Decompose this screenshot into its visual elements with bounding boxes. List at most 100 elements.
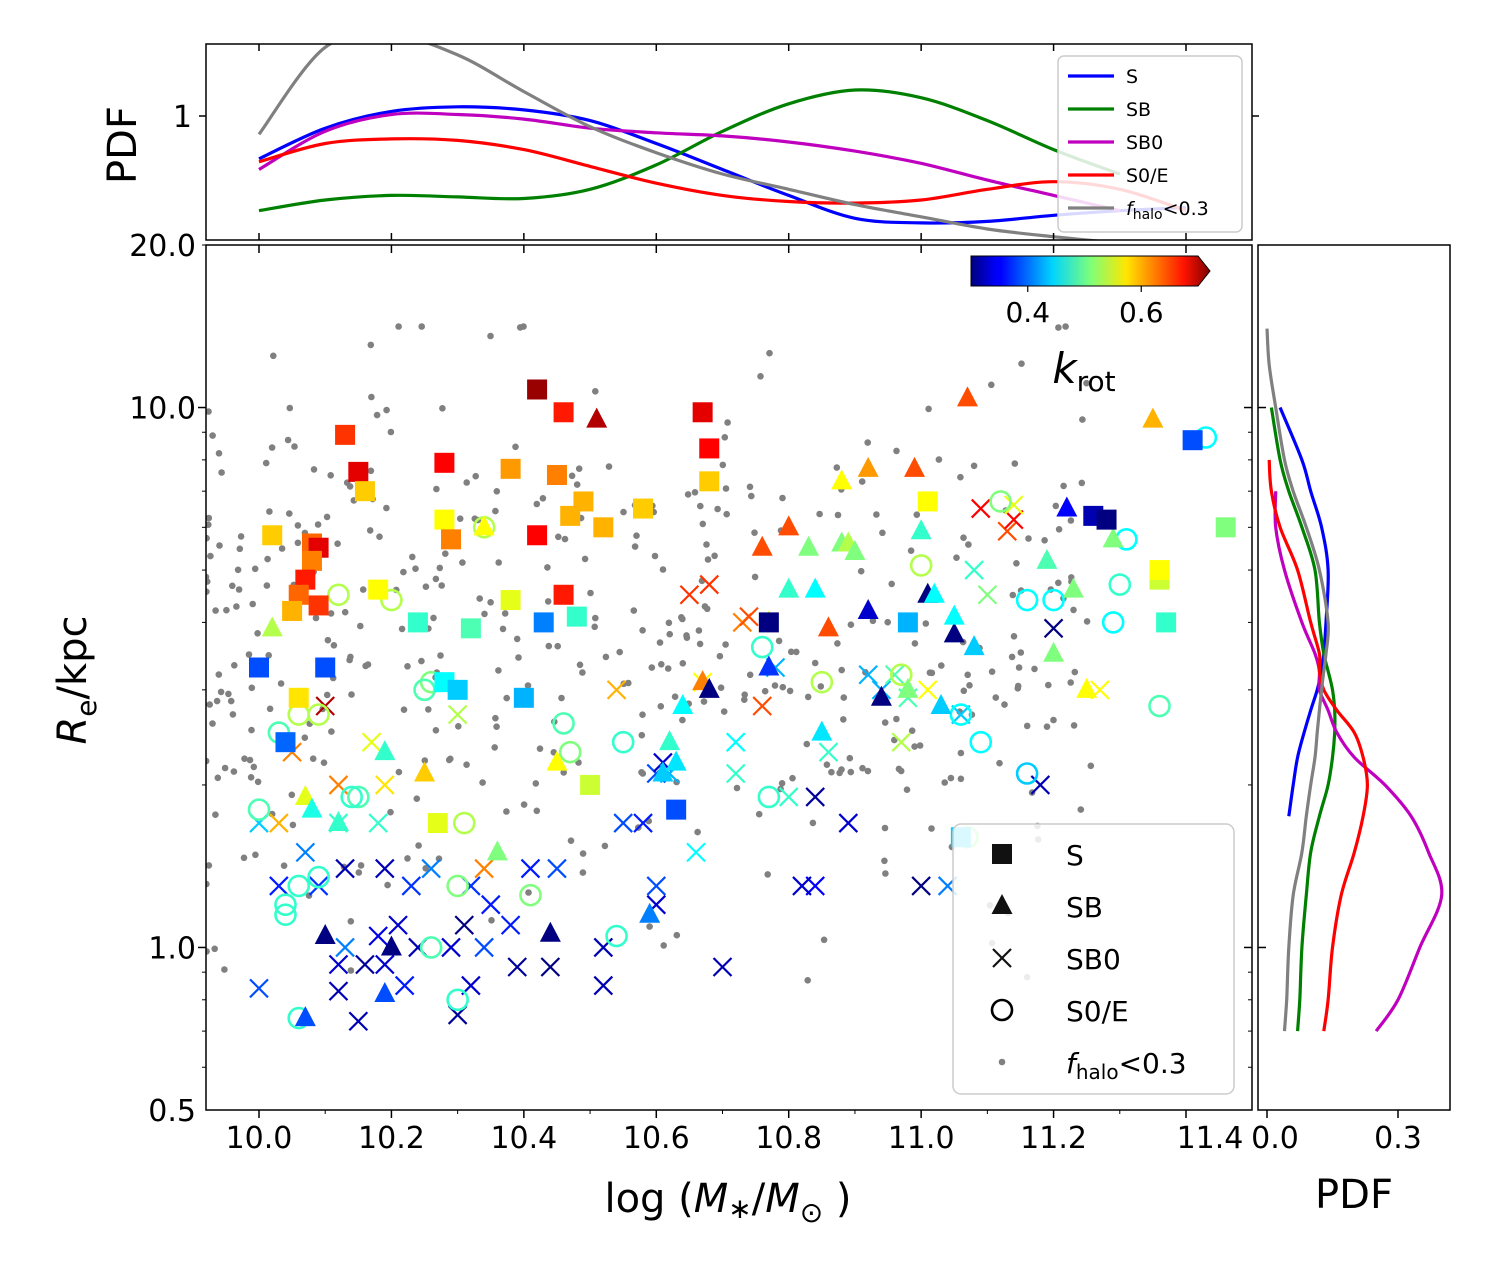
point-triangle — [1142, 407, 1164, 428]
fhalo-dot — [746, 483, 754, 491]
fhalo-dot — [716, 652, 724, 660]
point-square — [513, 687, 534, 708]
point-x-stroke-b — [613, 813, 633, 833]
fhalo-dot — [882, 870, 889, 877]
point-x-stroke-b — [375, 954, 395, 975]
fhalo-dot — [840, 694, 848, 701]
fhalo-dot — [1009, 591, 1017, 599]
point-circle — [340, 785, 364, 809]
fhalo-dot — [234, 566, 242, 574]
point-x — [474, 937, 494, 958]
point-x-stroke-b — [633, 813, 653, 833]
fhalo-dot — [858, 478, 866, 485]
fhalo-dot — [387, 428, 395, 436]
fhalo-dot — [639, 711, 646, 718]
fhalo-dot — [395, 323, 402, 330]
point-x — [818, 742, 839, 762]
point-triangle — [659, 730, 681, 751]
point-circle — [287, 874, 311, 898]
point-x-stroke-b — [964, 560, 984, 580]
point-x-stroke-b — [474, 937, 494, 958]
point-triangle — [327, 811, 349, 832]
fhalo-dot — [1067, 679, 1074, 686]
main-scatter-panel: 10.0 10.2 10.4 10.6 10.8 11.0 11.2 11.4 0.5 1.0 1… — [50, 229, 1253, 1229]
top-legend-label: SB — [1126, 99, 1151, 121]
fhalo-dot — [836, 769, 843, 777]
fhalo-dot — [748, 492, 755, 500]
point-triangle — [751, 535, 773, 556]
point-square — [560, 505, 581, 526]
point-square — [553, 402, 574, 423]
fhalo-dot — [495, 559, 503, 566]
fhalo-dot — [838, 666, 845, 674]
point-x — [269, 876, 289, 896]
point-x — [328, 954, 349, 975]
main-legend-label: S — [1066, 839, 1084, 872]
fhalo-dot — [881, 719, 889, 726]
point-x-stroke-b — [699, 574, 720, 595]
fhalo-dot — [847, 621, 855, 628]
fhalo-dot — [206, 521, 212, 528]
fhalo-dot — [409, 553, 416, 561]
point-triangle — [804, 577, 826, 598]
fhalo-dot — [916, 742, 924, 749]
fhalo-dot — [206, 573, 210, 581]
point-x — [454, 915, 475, 935]
fhalo-dot — [804, 693, 812, 701]
fhalo-dot — [266, 508, 273, 515]
fhalo-dot — [1078, 479, 1086, 487]
fhalo-dot — [1011, 460, 1019, 467]
fhalo-dot — [925, 405, 932, 413]
point-circle — [274, 893, 297, 917]
fhalo-dot — [823, 761, 831, 768]
legend-marker-x-stroke-b — [992, 948, 1012, 968]
main-legend-fhalo-sub: halo — [1076, 1060, 1119, 1084]
fhalo-dot — [723, 510, 730, 518]
fhalo-dot — [778, 780, 786, 787]
fhalo-dot — [694, 828, 701, 836]
fhalo-dot — [323, 691, 331, 699]
top-legend-fhalo-sub: halo — [1133, 207, 1163, 223]
point-x — [361, 732, 382, 752]
fhalo-dot — [436, 564, 444, 572]
fhalo-dot — [965, 541, 972, 548]
fhalo-dot — [492, 714, 499, 722]
fhalo-dot — [658, 661, 665, 668]
point-x — [792, 876, 812, 896]
point-circle — [1015, 588, 1039, 612]
point-square — [546, 464, 567, 485]
point-square — [553, 584, 574, 605]
fhalo-dot — [1001, 701, 1008, 708]
legend-marker-triangle — [991, 894, 1013, 914]
fhalo-dot — [229, 582, 236, 590]
point-square — [368, 579, 389, 600]
main-xtick-label: 10.2 — [358, 1121, 425, 1156]
fhalo-dot — [567, 837, 575, 844]
fhalo-dot — [651, 552, 659, 560]
point-square — [427, 813, 448, 834]
fhalo-dot — [755, 810, 763, 818]
point-triangle — [811, 720, 833, 741]
fhalo-dot — [793, 648, 800, 656]
colorbar: 0.4 0.6 krot — [970, 255, 1211, 398]
fhalo-dot — [246, 756, 254, 764]
fhalo-dot — [525, 889, 532, 896]
point-x-stroke-b — [891, 732, 912, 752]
point-square — [633, 498, 654, 519]
fhalo-dot — [248, 684, 256, 692]
point-triangle — [380, 935, 402, 956]
fhalo-dot — [789, 774, 796, 782]
point-x-stroke-b — [295, 842, 316, 863]
point-x — [977, 584, 998, 605]
main-legend[interactable]: S SB SB0 S0/E fhalo<0.3 — [952, 823, 1235, 1095]
fhalo-dot — [235, 586, 243, 593]
point-x — [679, 584, 700, 605]
fhalo-dot — [249, 600, 256, 608]
fhalo-dot — [544, 564, 551, 571]
top-legend[interactable]: S SB SB0 S0/E fhalo<0.3 — [1057, 55, 1243, 233]
fhalo-dot — [633, 532, 640, 539]
main-ytick-label: 20.0 — [129, 229, 196, 264]
point-x — [752, 696, 773, 716]
point-x-stroke-b — [401, 876, 422, 896]
point-square — [527, 379, 548, 400]
